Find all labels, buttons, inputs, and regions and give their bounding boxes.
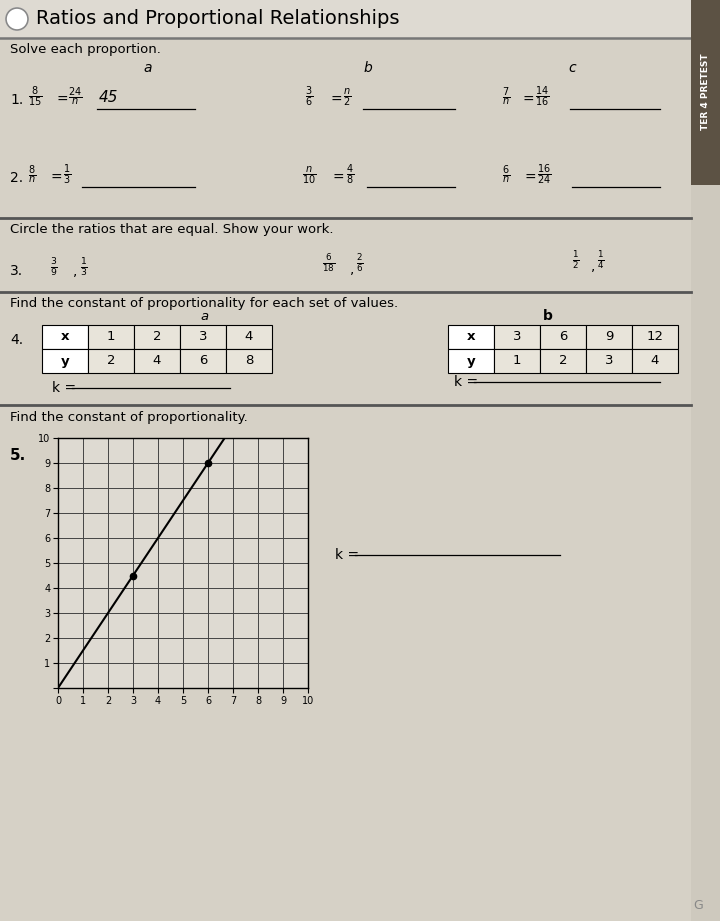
Text: x: x xyxy=(60,331,69,344)
Text: $\frac{4}{8}$: $\frac{4}{8}$ xyxy=(346,163,354,187)
Text: 1: 1 xyxy=(107,331,115,344)
Text: $\frac{2}{6}$: $\frac{2}{6}$ xyxy=(356,252,364,274)
Bar xyxy=(540,349,586,373)
Text: $\frac{6}{18}$: $\frac{6}{18}$ xyxy=(322,252,335,274)
Text: $\frac{1}{4}$: $\frac{1}{4}$ xyxy=(597,249,605,271)
Text: TER 4 PRETEST: TER 4 PRETEST xyxy=(701,53,709,130)
Text: Find the constant of proportionality for each set of values.: Find the constant of proportionality for… xyxy=(10,297,398,309)
Text: 4: 4 xyxy=(153,355,161,367)
Bar xyxy=(134,349,180,373)
Text: 4: 4 xyxy=(651,355,660,367)
Bar xyxy=(586,349,632,373)
Bar xyxy=(226,349,272,373)
Text: 5.: 5. xyxy=(10,448,26,462)
Text: =: = xyxy=(51,171,63,185)
Text: $\frac{24}{n}$: $\frac{24}{n}$ xyxy=(68,86,82,109)
Bar xyxy=(494,325,540,349)
Bar xyxy=(180,349,226,373)
Text: $\frac{1}{2}$: $\frac{1}{2}$ xyxy=(572,249,580,271)
Text: Solve each proportion.: Solve each proportion. xyxy=(10,43,161,56)
Bar xyxy=(88,349,134,373)
Text: $\frac{7}{n}$: $\frac{7}{n}$ xyxy=(502,86,510,109)
Text: =: = xyxy=(56,93,68,107)
Text: 3: 3 xyxy=(199,331,207,344)
Text: 2.: 2. xyxy=(10,171,23,185)
Bar xyxy=(0,0,691,38)
Bar xyxy=(180,325,226,349)
Text: =: = xyxy=(333,171,345,185)
Text: k =: k = xyxy=(335,548,359,562)
Text: 1: 1 xyxy=(513,355,521,367)
Text: 1.: 1. xyxy=(10,93,23,107)
Text: a: a xyxy=(201,309,209,322)
Text: 4.: 4. xyxy=(10,333,23,347)
Text: 3.: 3. xyxy=(10,264,23,278)
Text: y: y xyxy=(60,355,69,367)
Text: 3: 3 xyxy=(513,331,521,344)
Text: 2: 2 xyxy=(559,355,567,367)
Text: $\frac{8}{15}$: $\frac{8}{15}$ xyxy=(28,85,42,110)
Bar xyxy=(134,325,180,349)
Text: 9: 9 xyxy=(605,331,613,344)
Bar xyxy=(42,349,88,373)
Text: $\frac{3}{6}$: $\frac{3}{6}$ xyxy=(305,85,313,110)
Text: Find the constant of proportionality.: Find the constant of proportionality. xyxy=(10,411,248,424)
Text: $\frac{14}{16}$: $\frac{14}{16}$ xyxy=(535,85,549,110)
Text: $\frac{1}{3}$: $\frac{1}{3}$ xyxy=(80,257,88,279)
Text: =: = xyxy=(330,93,341,107)
Text: y: y xyxy=(467,355,475,367)
Text: x: x xyxy=(467,331,475,344)
Text: 8: 8 xyxy=(245,355,253,367)
Text: $\frac{8}{n}$: $\frac{8}{n}$ xyxy=(28,164,36,186)
Text: 2: 2 xyxy=(153,331,161,344)
Text: 3: 3 xyxy=(605,355,613,367)
Bar xyxy=(632,325,678,349)
Text: $\frac{16}{24}$: $\frac{16}{24}$ xyxy=(537,163,552,187)
Text: G: G xyxy=(693,899,703,912)
Text: a: a xyxy=(144,61,152,75)
Text: Ratios and Proportional Relationships: Ratios and Proportional Relationships xyxy=(36,9,400,29)
Circle shape xyxy=(6,8,28,30)
Text: $\frac{1}{3}$: $\frac{1}{3}$ xyxy=(63,163,71,187)
Bar xyxy=(448,325,494,349)
Text: ,: , xyxy=(591,259,595,273)
Bar xyxy=(88,325,134,349)
Bar xyxy=(226,325,272,349)
Text: $\frac{3}{9}$: $\frac{3}{9}$ xyxy=(50,257,58,279)
Text: c: c xyxy=(568,61,576,75)
Text: 4: 4 xyxy=(245,331,253,344)
Text: $\frac{n}{10}$: $\frac{n}{10}$ xyxy=(302,164,316,186)
Text: 2: 2 xyxy=(107,355,115,367)
Text: b: b xyxy=(364,61,372,75)
Text: ,: , xyxy=(73,264,77,278)
Bar xyxy=(42,325,88,349)
Text: Circle the ratios that are equal. Show your work.: Circle the ratios that are equal. Show y… xyxy=(10,224,333,237)
Bar xyxy=(540,325,586,349)
Bar xyxy=(448,349,494,373)
Text: $\frac{n}{2}$: $\frac{n}{2}$ xyxy=(343,87,351,108)
Text: k =: k = xyxy=(52,381,76,395)
Bar xyxy=(691,0,720,185)
Text: 6: 6 xyxy=(199,355,207,367)
Bar xyxy=(586,325,632,349)
Text: 6: 6 xyxy=(559,331,567,344)
Text: 12: 12 xyxy=(647,331,664,344)
Text: ,: , xyxy=(350,262,354,276)
Text: =: = xyxy=(524,171,536,185)
Bar xyxy=(632,349,678,373)
Text: b: b xyxy=(543,309,553,323)
Text: 45: 45 xyxy=(99,90,119,106)
Bar xyxy=(494,349,540,373)
Text: k =: k = xyxy=(454,375,478,389)
Text: =: = xyxy=(523,93,535,107)
Text: $\frac{6}{n}$: $\frac{6}{n}$ xyxy=(502,164,510,186)
